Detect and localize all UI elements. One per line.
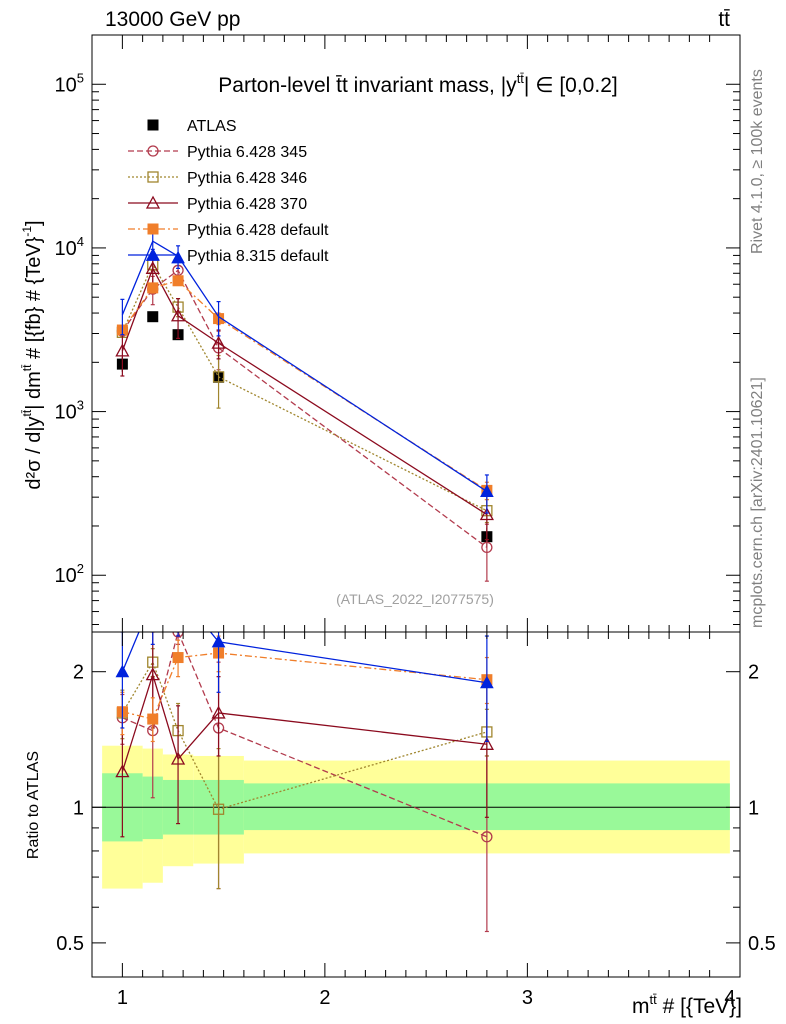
legend-entry-p345: Pythia 6.428 345: [128, 144, 307, 161]
main-y-tick-label: 105: [55, 70, 84, 96]
legend-marker-p346: [147, 171, 159, 183]
legend-entry-p6def: Pythia 6.428 default: [128, 222, 329, 239]
point-p345: [172, 632, 184, 638]
ratio-y-axis-label: Ratio to ATLAS: [25, 751, 42, 859]
ratio-axis-ticks: 1 2 3 4 0.5 0.5 1 1 2 2: [56, 632, 776, 1009]
x-tick-label: 1: [117, 987, 128, 1009]
rivet-label: Rivet 4.1.0, ≥ 100k events: [749, 69, 766, 254]
x-axis-label: mtt̄ # [{TeV}]: [632, 992, 742, 1018]
ratio-y-tick-label: 0.5: [56, 933, 84, 955]
ratio-y-tick-label-right: 1: [748, 797, 759, 819]
main-y-tick-label: 103: [55, 398, 84, 424]
x-tick-label: 3: [522, 987, 533, 1009]
point-p346: [212, 371, 225, 383]
legend-label-p8def: Pythia 8.315 default: [187, 248, 329, 265]
point-p6def: [172, 652, 184, 664]
legend-label-p370: Pythia 6.428 370: [187, 196, 307, 213]
series-p8def: [115, 632, 494, 743]
ratio-y-tick-label-right: 0.5: [748, 933, 776, 955]
legend-entry-atlas: ATLAS: [147, 118, 237, 135]
point-p8def: [115, 664, 130, 678]
point-p8def: [171, 250, 185, 264]
legend-marker-atlas: [147, 119, 159, 131]
legend: ATLAS Pythia 6.428 345 Pythia 6.428 346 Pyt…: [128, 118, 329, 265]
legend-marker-p345: [147, 145, 159, 157]
legend-entry-p370: Pythia 6.428 370: [128, 195, 307, 213]
point-p370: [479, 507, 494, 521]
ratio-series-layer: [115, 632, 494, 933]
series-line-p346: [121, 263, 488, 512]
ratio-y-tick-label-right: 2: [748, 662, 759, 684]
point-p370: [115, 343, 130, 357]
point-p6def: [147, 282, 159, 294]
point-p370: [145, 261, 160, 275]
point-p345: [481, 541, 493, 554]
legend-label-p6def: Pythia 6.428 default: [187, 222, 329, 239]
point-p345: [481, 831, 493, 843]
ratio-y-tick-label: 2: [73, 662, 84, 684]
ratio-panel: 1 2 3 4 0.5 0.5 1 1 2 2 Ratio to ATLAS mtt̄ # [{T…: [25, 631, 776, 1018]
point-p8def: [211, 634, 226, 648]
main-axis-ticks: 102 103 104 105: [55, 34, 740, 632]
x-tick-label: 2: [319, 987, 330, 1009]
mcplots-label: mcplots.cern.ch [arXiv:2401.10621]: [749, 377, 766, 628]
point-atlas: [147, 311, 159, 323]
point-p370: [170, 308, 186, 322]
ratio-plot-frame: [91, 631, 741, 978]
series-line-p345: [121, 269, 488, 548]
point-p370: [115, 764, 130, 778]
main-plot-title: Parton-level t̄t invariant mass, |ytt̄| …: [218, 71, 617, 97]
legend-marker-p6def: [147, 223, 159, 235]
point-p346: [212, 803, 225, 815]
main-y-tick-label: 104: [55, 234, 84, 260]
x-tick-label: 4: [724, 987, 735, 1009]
main-panel: 102 103 104 105 Parton-level t̄t invariant …: [20, 34, 741, 633]
point-p370: [211, 705, 226, 719]
point-p8def: [480, 484, 494, 497]
series-line-p8def: [121, 632, 487, 684]
series-line-p370: [121, 672, 487, 772]
main-y-tick-label: 102: [55, 561, 84, 587]
legend-label-atlas: ATLAS: [187, 118, 237, 135]
ratio-y-tick-label: 1: [73, 797, 84, 819]
point-p370: [211, 335, 226, 349]
series-line-p6def: [122, 652, 487, 720]
legend-entry-p346: Pythia 6.428 346: [128, 170, 307, 187]
legend-marker-p8def: [146, 247, 160, 261]
series-line-p370: [121, 266, 488, 516]
main-y-axis-label: d²σ / d|ytt̄| dmtt̄ # [{fb} # {TeV}-1]: [20, 220, 45, 489]
legend-marker-p370: [145, 195, 161, 209]
point-p8def: [480, 675, 494, 689]
analysis-watermark: (ATLAS_2022_I2077575): [336, 591, 494, 607]
process-label: tt̄: [718, 8, 730, 31]
legend-label-p346: Pythia 6.428 346: [187, 170, 307, 187]
ratio-band-inner: [142, 776, 163, 840]
point-p370: [479, 736, 494, 750]
energy-label: 13000 GeV pp: [105, 8, 240, 31]
point-p6def: [172, 275, 184, 287]
point-p370: [145, 667, 160, 681]
legend-label-p345: Pythia 6.428 345: [187, 144, 307, 161]
point-p6def: [147, 713, 159, 725]
series-p370: [115, 632, 494, 838]
series-line-p345: [122, 632, 488, 838]
legend-entry-p8def: Pythia 8.315 default: [128, 247, 329, 265]
point-p370: [170, 751, 186, 765]
